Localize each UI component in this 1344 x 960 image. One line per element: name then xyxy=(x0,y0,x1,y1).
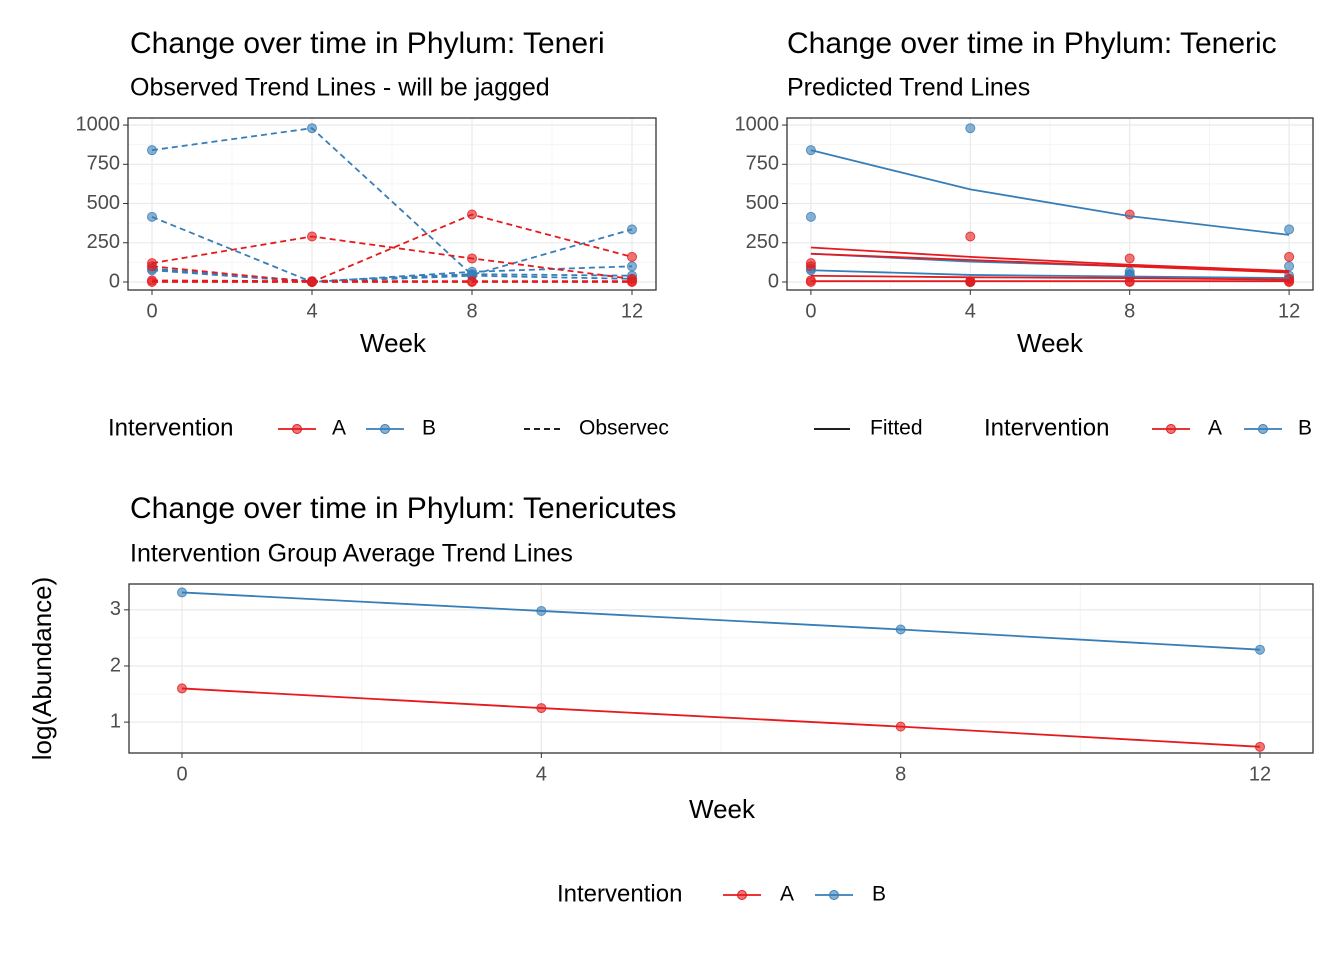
y-axis-label: log(Abundance) xyxy=(27,577,57,761)
x-tick-label: 12 xyxy=(1249,763,1271,785)
x-tick-label: 0 xyxy=(146,300,157,322)
data-point xyxy=(965,231,976,242)
data-point xyxy=(536,703,547,714)
data-point xyxy=(627,251,637,262)
x-tick-label: 4 xyxy=(965,300,976,322)
chart-title: Change over time in Phylum: Tenericutes xyxy=(130,492,676,525)
chart-subtitle: Observed Trend Lines - will be jagged xyxy=(130,74,550,102)
y-tick-label: 0 xyxy=(768,270,779,292)
data-point xyxy=(1124,209,1135,220)
trend-line xyxy=(151,269,633,283)
panel-border xyxy=(786,117,1314,291)
data-point xyxy=(1124,253,1135,264)
chart-subtitle: Intervention Group Average Trend Lines xyxy=(130,540,573,568)
data-point xyxy=(147,211,157,222)
legend-key-point xyxy=(1258,424,1268,434)
trend-line xyxy=(151,235,633,280)
chart-title: Change over time in Phylum: Teneric xyxy=(787,27,1277,60)
panel-border xyxy=(127,117,657,291)
panel-border xyxy=(128,583,1314,754)
data-point xyxy=(536,605,547,616)
y-tick-label: 500 xyxy=(87,192,120,214)
legend-label: Fitted xyxy=(870,417,923,440)
legend-key-point xyxy=(829,890,839,900)
trend-line xyxy=(181,591,1261,651)
x-axis-label: Week xyxy=(689,794,756,824)
x-tick-label: 8 xyxy=(895,763,906,785)
legend-key-point xyxy=(292,424,302,434)
x-tick-label: 0 xyxy=(805,300,816,322)
y-tick-label: 1000 xyxy=(76,113,121,135)
y-tick-label: 1 xyxy=(110,710,121,732)
y-tick-label: 2 xyxy=(110,654,121,676)
data-point xyxy=(627,276,637,287)
legend-key-point xyxy=(1166,424,1176,434)
x-tick-label: 8 xyxy=(466,300,477,322)
data-point xyxy=(1254,741,1265,752)
y-tick-label: 0 xyxy=(109,270,120,292)
legend-key-point xyxy=(380,424,390,434)
chart-subtitle: Predicted Trend Lines xyxy=(787,74,1030,102)
legend-key-point xyxy=(737,890,747,900)
trend-line xyxy=(810,149,1290,236)
legend-title: Intervention xyxy=(108,414,233,441)
x-tick-label: 0 xyxy=(176,763,187,785)
legend-label: Observec xyxy=(579,417,669,440)
legend-label: A xyxy=(1208,417,1222,440)
data-point xyxy=(467,209,477,220)
data-point xyxy=(805,211,816,222)
legend-label: B xyxy=(1298,417,1312,440)
data-point xyxy=(1254,644,1265,655)
trend-line xyxy=(810,252,1290,274)
trend-line xyxy=(810,274,1290,281)
data-point xyxy=(895,721,906,732)
data-point xyxy=(467,276,477,287)
trend-line xyxy=(151,127,633,276)
trend-line xyxy=(151,213,633,283)
x-tick-label: 12 xyxy=(621,300,643,322)
data-point xyxy=(1284,224,1295,235)
y-tick-label: 750 xyxy=(87,153,120,175)
legend-label: B xyxy=(872,883,886,906)
legend-label: A xyxy=(780,883,794,906)
data-point xyxy=(307,123,317,134)
trend-line xyxy=(181,687,1261,748)
x-tick-label: 8 xyxy=(1124,300,1135,322)
y-tick-label: 1000 xyxy=(735,113,780,135)
x-tick-label: 12 xyxy=(1278,300,1300,322)
trend-line xyxy=(810,269,1290,279)
data-point xyxy=(627,224,637,235)
x-tick-label: 4 xyxy=(536,763,547,785)
data-point xyxy=(177,587,188,598)
data-point xyxy=(965,123,976,134)
legend-label: B xyxy=(422,417,436,440)
data-point xyxy=(147,261,157,272)
data-point xyxy=(895,624,906,635)
chart-title: Change over time in Phylum: Teneri xyxy=(130,27,605,60)
data-point xyxy=(147,145,157,156)
legend-title: Intervention xyxy=(557,880,682,907)
data-point xyxy=(1284,261,1295,272)
trend-line xyxy=(810,246,1290,272)
y-tick-label: 3 xyxy=(110,598,121,620)
data-point xyxy=(1284,251,1295,262)
x-tick-label: 4 xyxy=(306,300,317,322)
legend-label: A xyxy=(332,417,346,440)
y-tick-label: 250 xyxy=(746,231,779,253)
y-tick-label: 500 xyxy=(746,192,779,214)
data-point xyxy=(627,261,637,272)
legend-title: Intervention xyxy=(984,414,1109,441)
data-point xyxy=(307,231,317,242)
y-tick-label: 250 xyxy=(87,231,120,253)
data-point xyxy=(307,276,317,287)
data-point xyxy=(467,253,477,264)
y-tick-label: 750 xyxy=(746,153,779,175)
x-axis-label: Week xyxy=(1017,328,1084,358)
data-point xyxy=(147,276,157,287)
x-axis-label: Week xyxy=(360,328,427,358)
data-point xyxy=(177,683,188,694)
